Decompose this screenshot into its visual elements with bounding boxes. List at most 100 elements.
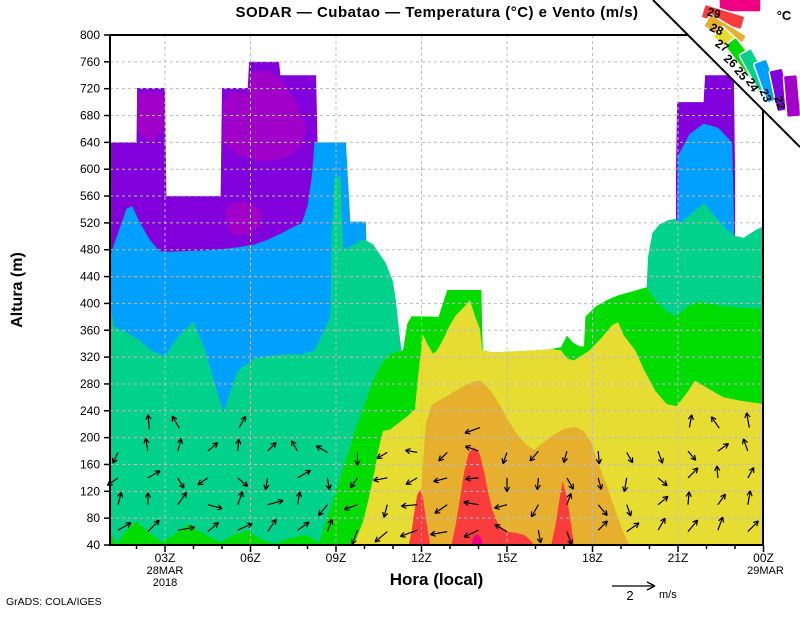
fan-diagonal-line	[652, 0, 800, 148]
wind-arrow	[326, 518, 334, 532]
wind-arrow	[561, 450, 568, 464]
legend-tick-label: 28	[708, 20, 726, 38]
x-tick-label: 12Z	[411, 551, 432, 565]
grid	[110, 35, 763, 545]
legend-wedge->29	[718, 0, 762, 13]
wind-arrow	[207, 504, 223, 511]
wind-arrow	[171, 415, 180, 429]
wind-arrow	[438, 451, 448, 462]
y-tick-label: 320	[80, 350, 100, 364]
wind-arrow	[143, 437, 150, 452]
wind-scale-key: 2 m/s	[612, 581, 677, 603]
wind-arrow	[373, 476, 388, 483]
band-cold-core-1	[137, 91, 163, 143]
y-tick-label: 40	[87, 538, 101, 552]
wind-arrow	[145, 414, 152, 430]
wind-arrow	[374, 531, 388, 543]
legend-tick-label: 29	[706, 5, 723, 22]
chart-title: SODAR — Cubatao — Temperatura (°C) e Ven…	[235, 4, 638, 21]
x-tick-label: 15Z	[497, 551, 518, 565]
wind-arrow	[746, 490, 753, 505]
wind-arrow	[463, 499, 479, 506]
wind-arrow	[144, 492, 152, 505]
y-tick-label: 360	[80, 323, 100, 337]
wind-arrow	[117, 522, 132, 531]
wind-arrow	[710, 416, 720, 429]
wind-arrow	[325, 477, 332, 491]
start-year-label: 2018	[153, 577, 177, 589]
wind-arrow	[290, 440, 299, 452]
wind-arrow	[382, 504, 389, 518]
wind-arrow	[267, 518, 277, 532]
wind-arrow	[657, 495, 669, 506]
x-axis-title: Hora (local)	[390, 570, 484, 589]
legend-unit-label: °C	[777, 8, 792, 23]
wind-arrow	[657, 450, 664, 464]
wind-arrow	[405, 448, 418, 455]
wind-arrow	[687, 467, 699, 479]
x-tick-label: 06Z	[240, 551, 261, 565]
wind-arrow	[717, 443, 730, 452]
wind-arrow	[147, 519, 160, 533]
wind-arrow	[430, 530, 448, 537]
y-tick-label: 760	[80, 55, 100, 69]
band-aqua-left	[110, 175, 410, 545]
wind-arrow	[464, 427, 481, 435]
wind-arrow	[657, 517, 666, 531]
wind-arrow	[530, 504, 539, 518]
wind-arrow	[315, 445, 328, 453]
y-tick-label: 640	[80, 135, 100, 149]
wind-arrow	[626, 522, 640, 533]
y-tick-label: 680	[80, 109, 100, 123]
wind-arrow	[747, 520, 759, 533]
x-tick-label: 03Z	[155, 551, 176, 565]
wind-arrow	[297, 469, 312, 479]
wind-arrow	[685, 491, 692, 505]
wind-arrow	[657, 477, 668, 487]
wind-scale-unit: m/s	[659, 589, 677, 601]
wind-arrow	[622, 477, 629, 493]
wind-arrow	[687, 450, 697, 461]
y-tick-label: 560	[80, 189, 100, 203]
wind-arrow	[376, 451, 388, 459]
wind-arrow	[237, 491, 244, 505]
wind-arrow	[717, 516, 725, 531]
wind-arrow	[742, 438, 749, 452]
y-tick-label: 600	[80, 162, 100, 176]
wind-arrow	[463, 529, 479, 538]
wind-arrow	[354, 452, 361, 466]
wind-arrow	[597, 504, 608, 517]
wind-arrow	[400, 502, 418, 509]
wind-arrow	[350, 529, 358, 545]
wind-arrow	[297, 521, 310, 531]
wind-scale-value: 2	[626, 588, 633, 603]
wind-arrow	[399, 529, 418, 538]
wind-arrow	[503, 477, 511, 493]
x-tick-label: 21Z	[668, 551, 689, 565]
band-cold-core-2	[222, 69, 307, 162]
grads-credit: GrADS: COLA/IGES	[6, 596, 102, 608]
band-red-core	[451, 447, 535, 545]
y-tick-label: 160	[80, 457, 100, 471]
wind-arrow	[536, 530, 543, 544]
wind-arrow	[566, 477, 574, 490]
legend-wedge-<22	[782, 73, 800, 119]
y-tick-label: 480	[80, 243, 100, 257]
wind-arrow	[207, 442, 219, 452]
y-tick-label: 200	[80, 431, 100, 445]
y-tick-label: 720	[80, 82, 100, 96]
wind-arrow	[207, 522, 220, 533]
wind-arrow	[117, 491, 124, 505]
wind-arrow	[747, 466, 755, 479]
y-axis-title: Altura (m)	[9, 252, 26, 328]
wind-arrow	[595, 451, 603, 465]
wind-arrow	[147, 470, 161, 479]
wind-arrow	[493, 503, 508, 510]
temperature-field	[110, 61, 763, 545]
y-tick-label: 520	[80, 216, 100, 230]
wind-arrow	[405, 477, 418, 485]
y-tick-label: 120	[80, 484, 100, 498]
